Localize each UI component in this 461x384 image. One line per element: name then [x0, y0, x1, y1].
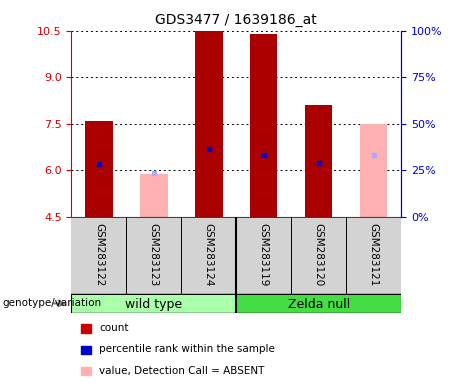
Bar — [236, 294, 401, 313]
Bar — [305, 105, 332, 217]
Text: wild type: wild type — [125, 298, 183, 311]
Text: GSM283122: GSM283122 — [94, 223, 104, 286]
Text: count: count — [99, 323, 129, 333]
Title: GDS3477 / 1639186_at: GDS3477 / 1639186_at — [155, 13, 317, 27]
Text: value, Detection Call = ABSENT: value, Detection Call = ABSENT — [99, 366, 265, 376]
Text: GSM283123: GSM283123 — [149, 223, 159, 286]
Text: percentile rank within the sample: percentile rank within the sample — [99, 344, 275, 354]
Text: GSM283120: GSM283120 — [313, 223, 324, 286]
Text: GSM283119: GSM283119 — [259, 223, 269, 286]
Bar — [140, 174, 168, 217]
Text: Zelda null: Zelda null — [288, 298, 350, 311]
Bar — [195, 31, 223, 217]
Bar — [71, 294, 236, 313]
Text: GSM283121: GSM283121 — [369, 223, 378, 286]
Text: GSM283124: GSM283124 — [204, 223, 214, 286]
Text: genotype/variation: genotype/variation — [2, 298, 101, 308]
Bar — [250, 35, 278, 217]
Bar — [360, 124, 387, 217]
Bar — [85, 121, 112, 217]
